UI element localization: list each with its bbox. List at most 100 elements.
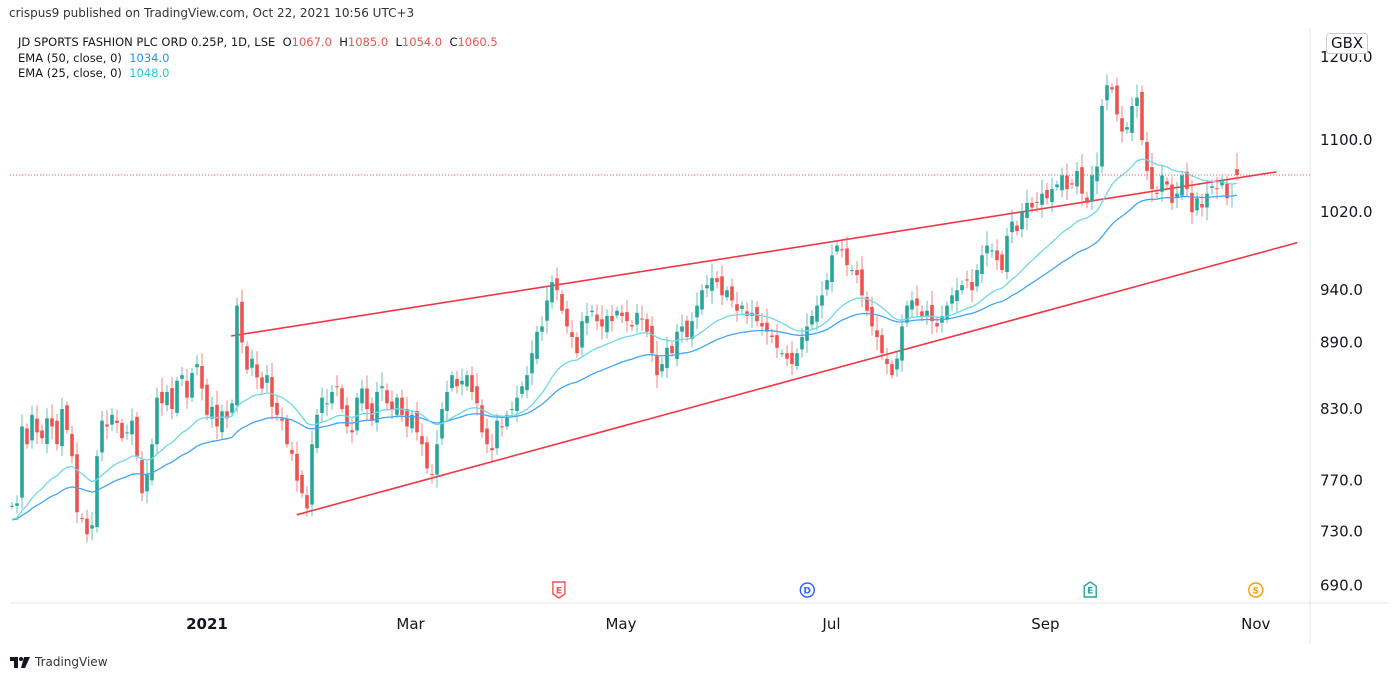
candle-body <box>1130 105 1134 133</box>
candle-body <box>225 411 229 419</box>
candle-body <box>845 248 849 266</box>
candle-body <box>630 325 634 327</box>
candle-body <box>1170 184 1174 203</box>
candle <box>810 310 814 330</box>
candle-body <box>475 386 479 404</box>
candle-body <box>570 332 574 338</box>
candle-body <box>895 358 899 370</box>
candle-body <box>860 269 864 296</box>
candle <box>1055 180 1059 191</box>
candle-body <box>320 397 324 413</box>
candle-body <box>610 315 614 322</box>
candle-body <box>855 270 859 276</box>
split-event-icon[interactable]: S <box>1248 582 1264 598</box>
chart-legend: JD SPORTS FASHION PLC ORD 0.25P, 1D, LSE… <box>18 35 498 82</box>
candle <box>850 265 854 276</box>
candle <box>160 377 164 417</box>
legend-ema25-row[interactable]: EMA (25, close, 0) 1048.0 <box>18 66 498 82</box>
time-axis[interactable]: 2021 Mar May Jul Sep Nov <box>186 615 1270 633</box>
candle-body <box>735 304 739 311</box>
candle-body <box>885 358 889 365</box>
candle-body <box>170 388 174 410</box>
candle-body <box>1030 202 1034 208</box>
candle <box>855 261 859 284</box>
candle-body <box>715 278 719 283</box>
candle <box>1125 122 1129 134</box>
candle <box>695 292 699 330</box>
legend-ema50-row[interactable]: EMA (50, close, 0) 1034.0 <box>18 51 498 67</box>
candle-body <box>745 311 749 316</box>
candle-body <box>140 460 144 494</box>
candle <box>285 414 289 448</box>
candle-body <box>210 406 214 419</box>
candle <box>865 291 869 317</box>
candle-body <box>40 430 44 439</box>
candle <box>280 407 284 431</box>
candle-body <box>340 388 344 410</box>
price-tick-label: 940.0 <box>1320 281 1363 299</box>
candle-body <box>600 319 604 327</box>
candle <box>525 366 529 399</box>
candle <box>1045 182 1049 205</box>
ema50-value: 1034.0 <box>129 50 170 65</box>
candle-body <box>90 525 94 529</box>
dividend-event-icon[interactable]: D <box>799 582 815 598</box>
candle <box>360 379 364 412</box>
candle-body <box>350 430 354 433</box>
candle-body <box>25 428 29 445</box>
currency-badge[interactable]: GBX <box>1326 33 1369 54</box>
earnings-event-icon[interactable]: E <box>552 581 566 599</box>
dividend-marker-circle <box>799 582 815 598</box>
candle-body <box>910 300 914 310</box>
trendline[interactable] <box>296 241 1298 516</box>
candle <box>495 413 499 455</box>
candle-body <box>995 250 999 261</box>
earnings-event-icon[interactable]: E <box>1083 581 1097 598</box>
candle <box>190 368 194 403</box>
candle <box>485 418 489 454</box>
candle-body <box>70 433 74 457</box>
candle <box>1070 178 1074 189</box>
candle-body <box>1015 225 1019 232</box>
candle <box>575 332 579 358</box>
candle <box>225 400 229 429</box>
ema50-label: EMA (50, close, 0) <box>18 50 122 65</box>
trendlines[interactable] <box>231 171 1298 516</box>
candle-body <box>585 315 589 324</box>
candle <box>1155 185 1159 200</box>
candle <box>250 349 254 376</box>
candle <box>910 291 914 318</box>
candle-body <box>190 372 194 398</box>
candle <box>50 404 54 440</box>
candle-body <box>1020 212 1024 230</box>
candle-body <box>1025 202 1029 218</box>
legend-symbol-row[interactable]: JD SPORTS FASHION PLC ORD 0.25P, 1D, LSE… <box>18 35 498 51</box>
candle-body <box>625 312 629 322</box>
candle-body <box>1215 188 1219 190</box>
trendline[interactable] <box>231 171 1277 337</box>
candle-body <box>1190 192 1194 213</box>
candle <box>100 410 104 462</box>
candle <box>85 509 89 543</box>
candle-body <box>930 305 934 322</box>
candle <box>445 380 449 422</box>
candle <box>570 320 574 349</box>
footer-brand[interactable]: TradingView <box>10 655 108 669</box>
candle-body <box>720 276 724 296</box>
candle <box>680 314 684 343</box>
high-label: H <box>339 35 348 49</box>
candle <box>885 347 889 375</box>
candle <box>830 244 834 293</box>
candle-body <box>925 310 929 316</box>
event-letter: E <box>1087 587 1093 597</box>
candle-body <box>915 298 919 306</box>
candle <box>150 438 154 486</box>
candle <box>410 409 414 433</box>
candle-body <box>445 391 449 411</box>
candle <box>1115 77 1119 122</box>
candle <box>1105 74 1109 111</box>
candle <box>930 290 934 335</box>
price-axis[interactable]: 1200.01100.01020.0940.0890.0830.0770.073… <box>1320 48 1373 594</box>
